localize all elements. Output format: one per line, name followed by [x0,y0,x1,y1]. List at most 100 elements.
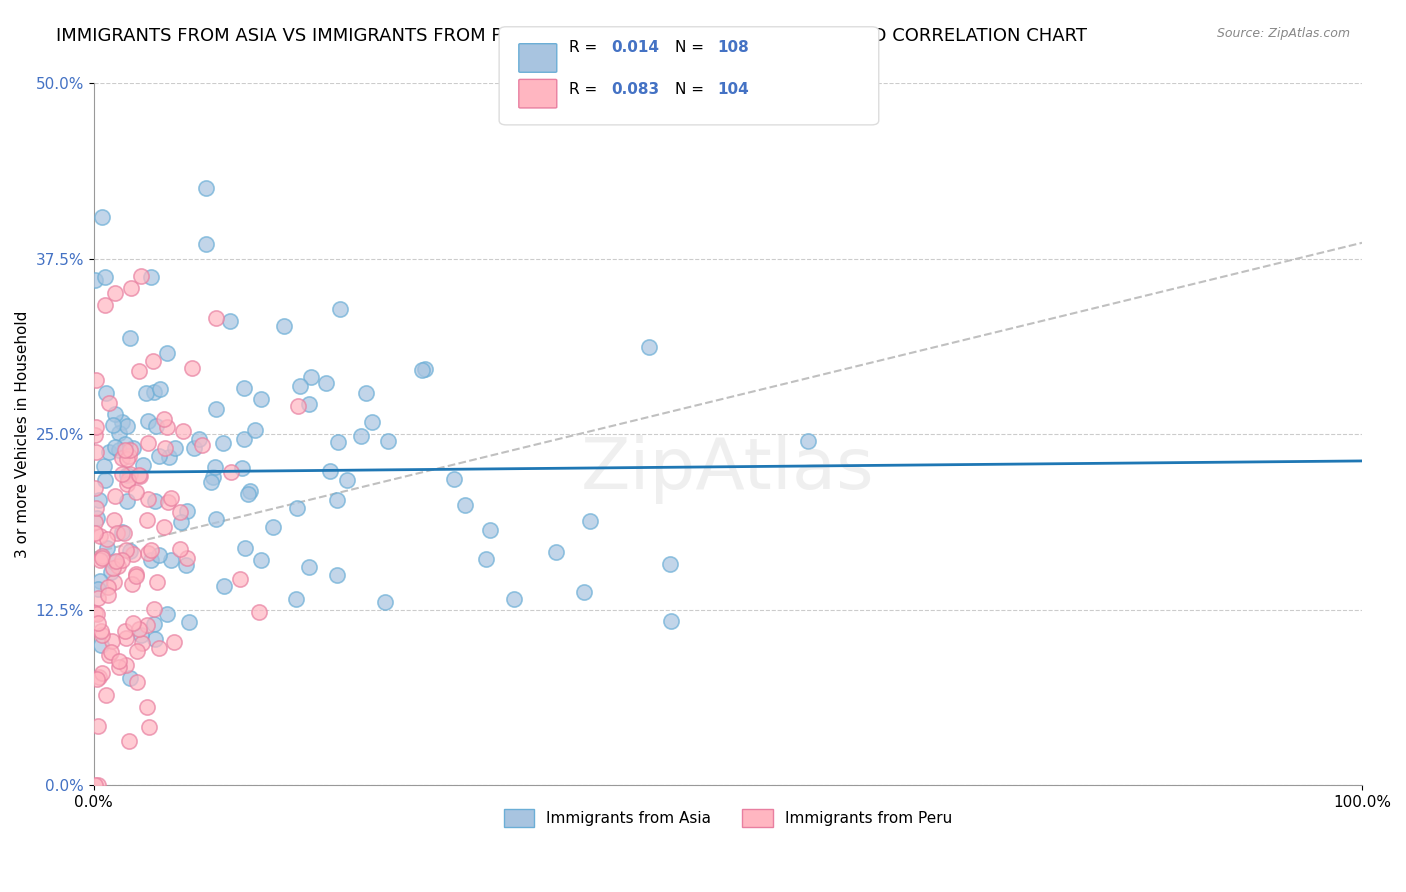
Immigrants from Peru [131,636,153,650]
Immigrants from Peru [87,616,110,631]
Immigrants from Peru [136,491,159,506]
Immigrants from Asia [658,558,681,572]
Text: R =: R = [569,40,603,54]
Immigrants from Asia [326,493,349,508]
Immigrants from Asia [361,415,384,429]
Immigrants from Asia [100,565,122,579]
Immigrants from Asia [318,464,340,478]
Immigrants from Peru [104,489,127,503]
Immigrants from Asia [115,468,138,483]
Immigrants from Asia [249,392,271,406]
Immigrants from Asia [243,424,266,438]
Immigrants from Peru [205,311,228,326]
Immigrants from Asia [201,470,224,484]
Immigrants from Asia [87,582,110,596]
Immigrants from Asia [148,449,170,463]
Immigrants from Peru [96,533,118,547]
Immigrants from Peru [105,554,128,568]
Immigrants from Peru [228,572,250,586]
Immigrants from Peru [103,561,125,575]
Immigrants from Peru [142,354,165,368]
Immigrants from Peru [84,373,107,387]
Immigrants from Asia [142,385,165,400]
Immigrants from Asia [454,498,477,512]
Immigrants from Peru [169,541,191,556]
Immigrants from Asia [204,401,226,416]
Immigrants from Asia [114,437,136,451]
Immigrants from Peru [97,588,120,602]
Immigrants from Asia [96,541,118,555]
Immigrants from Asia [89,574,111,588]
Immigrants from Asia [90,639,112,653]
Immigrants from Peru [118,442,141,457]
Immigrants from Asia [204,460,226,475]
Immigrants from Asia [96,386,118,401]
Immigrants from Asia [350,429,373,443]
Immigrants from Peru [103,513,125,527]
Legend: Immigrants from Asia, Immigrants from Peru: Immigrants from Asia, Immigrants from Pe… [498,803,957,834]
Immigrants from Peru [84,778,107,792]
Immigrants from Asia [155,607,177,622]
Immigrants from Asia [111,524,134,539]
Immigrants from Peru [118,467,141,482]
Immigrants from Peru [136,435,159,450]
Immigrants from Asia [93,458,115,473]
Immigrants from Asia [145,632,167,646]
Immigrants from Asia [132,458,155,472]
Immigrants from Peru [87,591,110,606]
Immigrants from Peru [117,452,139,467]
Immigrants from Peru [84,428,107,442]
Immigrants from Peru [129,469,152,483]
Immigrants from Asia [142,617,165,632]
Immigrants from Peru [287,400,309,414]
Immigrants from Asia [233,541,256,555]
Immigrants from Peru [135,617,157,632]
Immigrants from Asia [108,442,131,457]
Immigrants from Asia [638,341,661,355]
Immigrants from Asia [136,414,159,428]
Immigrants from Asia [90,210,112,224]
Immigrants from Asia [107,426,129,441]
Immigrants from Asia [160,553,183,567]
Immigrants from Peru [84,481,107,495]
Immigrants from Asia [86,510,108,524]
Immigrants from Asia [262,519,284,533]
Immigrants from Peru [84,501,107,516]
Immigrants from Peru [122,547,145,561]
Immigrants from Asia [87,492,110,507]
Immigrants from Asia [273,318,295,333]
Text: N =: N = [675,82,709,96]
Immigrants from Asia [98,445,121,459]
Immigrants from Asia [103,556,125,570]
Immigrants from Asia [285,500,308,515]
Immigrants from Asia [84,273,107,287]
Immigrants from Peru [84,420,107,434]
Immigrants from Asia [104,440,127,454]
Immigrants from Asia [315,376,337,390]
Text: 108: 108 [717,40,749,54]
Immigrants from Asia [233,433,256,447]
Immigrants from Asia [115,493,138,508]
Immigrants from Peru [101,634,124,648]
Immigrants from Asia [117,419,139,434]
Immigrants from Peru [120,281,142,295]
Immigrants from Peru [97,396,120,410]
Immigrants from Asia [415,362,437,376]
Immigrants from Peru [117,449,139,463]
Immigrants from Peru [153,520,176,534]
Immigrants from Asia [188,432,211,446]
Text: 104: 104 [717,82,749,96]
Immigrants from Peru [86,607,108,621]
Immigrants from Asia [156,346,179,360]
Immigrants from Asia [143,494,166,508]
Immigrants from Asia [579,515,602,529]
Immigrants from Peru [98,648,121,662]
Immigrants from Peru [89,552,111,566]
Text: R =: R = [569,82,603,96]
Immigrants from Peru [93,298,115,312]
Immigrants from Peru [90,624,112,638]
Immigrants from Asia [174,558,197,573]
Immigrants from Asia [145,418,167,433]
Immigrants from Peru [131,269,153,284]
Immigrants from Peru [142,602,165,616]
